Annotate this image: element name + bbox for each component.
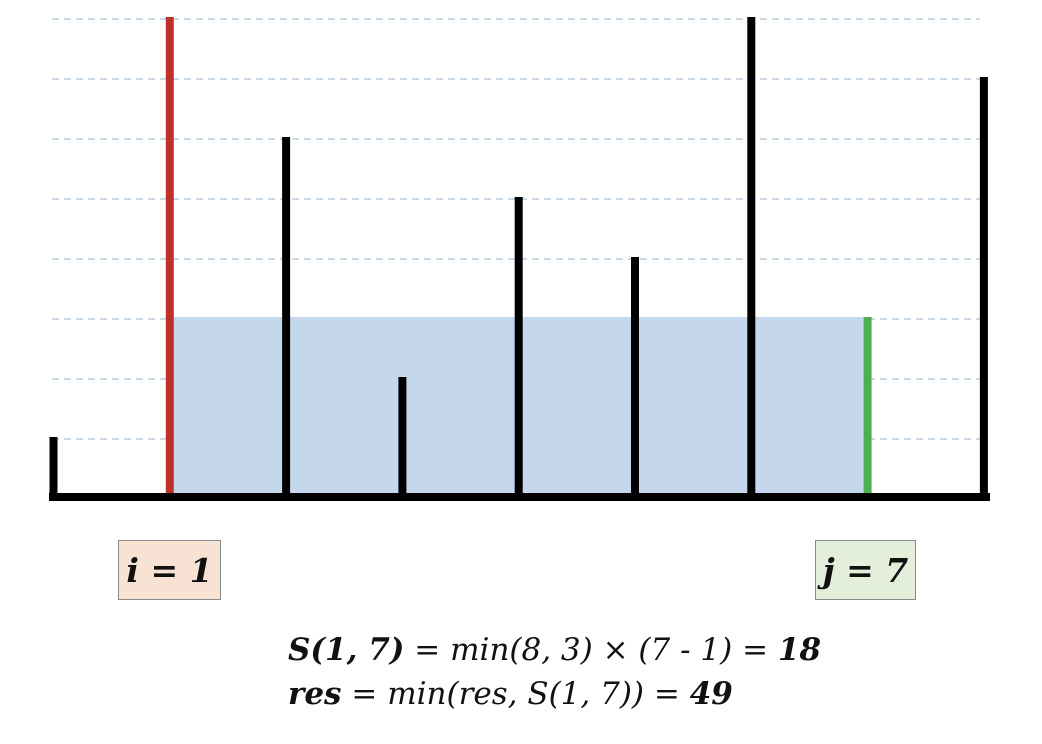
formula-area-expression: = min(8, 3) × (7 - 1) = <box>404 632 778 668</box>
formula-res-result: 49 <box>689 676 733 712</box>
formula-res-expression: = min(res, S(1, 7)) = <box>341 676 690 712</box>
pointer-label-i-text: i = 1 <box>126 550 213 590</box>
pointer-label-j-text: j = 7 <box>822 550 909 590</box>
formula-res: res = min(res, S(1, 7)) = 49 <box>288 676 733 712</box>
pointer-label-i: i = 1 <box>118 540 221 600</box>
formula-area: S(1, 7) = min(8, 3) × (7 - 1) = 18 <box>288 632 821 668</box>
container-diagram <box>49 17 990 501</box>
bars <box>49 17 988 497</box>
formula-area-result: 18 <box>777 632 822 668</box>
formula-area-lhs: S(1, 7) <box>288 632 405 668</box>
formula-res-lhs: res <box>288 676 342 712</box>
pointer-label-j: j = 7 <box>815 540 916 600</box>
